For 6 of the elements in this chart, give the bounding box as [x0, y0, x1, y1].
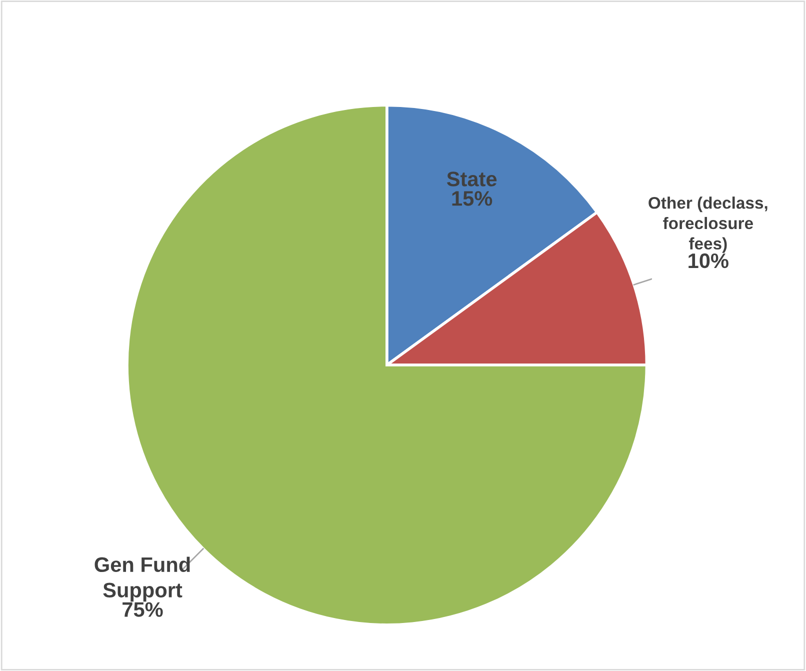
- slice-label: Other (declass, foreclosure fees): [648, 196, 768, 253]
- data-label: 75%: [122, 602, 163, 617]
- data-label: 10%: [688, 253, 728, 268]
- slice-label: State: [446, 172, 497, 186]
- slice-label: Gen Fund Support: [94, 556, 190, 602]
- data-label: 15%: [452, 191, 492, 206]
